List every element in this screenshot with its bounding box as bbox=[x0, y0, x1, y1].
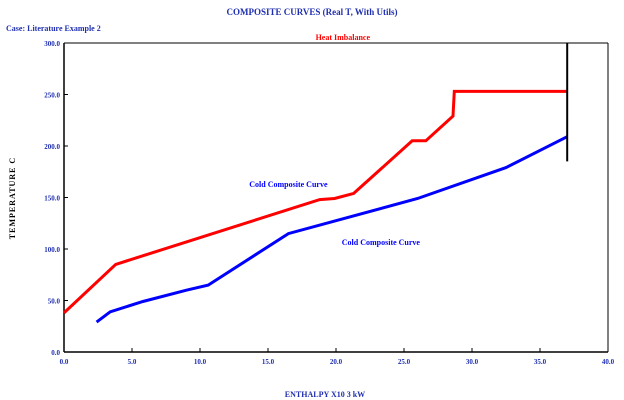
annotation-label: Cold Composite Curve bbox=[342, 238, 421, 247]
chart-ticks: 0.0 5.0 10.0 15.0 20.0 25.0 30.0 35.0 40.0 0.0 50.… bbox=[44, 40, 614, 366]
annotation-label: Heat Imbalance bbox=[316, 33, 371, 42]
y-tick-label: 50.0 bbox=[48, 298, 61, 306]
x-tick-label: 20.0 bbox=[330, 358, 343, 366]
chart-title: COMPOSITE CURVES (Real T, With Utils) bbox=[226, 7, 398, 17]
x-tick-label: 30.0 bbox=[466, 358, 479, 366]
x-tick-label: 15.0 bbox=[262, 358, 275, 366]
x-tick-label: 0.0 bbox=[60, 358, 69, 366]
chart-series bbox=[62, 43, 569, 324]
y-tick-label: 0.0 bbox=[51, 349, 60, 357]
x-tick-label: 25.0 bbox=[398, 358, 411, 366]
y-tick-label: 100.0 bbox=[44, 246, 60, 254]
y-tick-label: 200.0 bbox=[44, 143, 60, 151]
x-tick-label: 35.0 bbox=[534, 358, 547, 366]
case-label: Case: Literature Example 2 bbox=[6, 24, 101, 33]
x-axis-label: ENTHALPY X10 3 kW bbox=[285, 390, 365, 399]
y-tick-label: 250.0 bbox=[44, 92, 60, 100]
y-tick-label: 300.0 bbox=[44, 40, 60, 48]
red-composite-curve bbox=[62, 89, 568, 314]
y-axis-label: TEMPERATURE C bbox=[8, 157, 17, 239]
annotation-label: Cold Composite Curve bbox=[249, 180, 328, 189]
x-tick-label: 5.0 bbox=[128, 358, 137, 366]
chart-annotations: Heat Imbalance Cold Composite Curve Cold C… bbox=[249, 33, 420, 247]
x-tick-label: 40.0 bbox=[602, 358, 615, 366]
blue-composite-curve bbox=[95, 135, 568, 324]
y-tick-label: 150.0 bbox=[44, 195, 60, 203]
x-tick-label: 10.0 bbox=[194, 358, 207, 366]
